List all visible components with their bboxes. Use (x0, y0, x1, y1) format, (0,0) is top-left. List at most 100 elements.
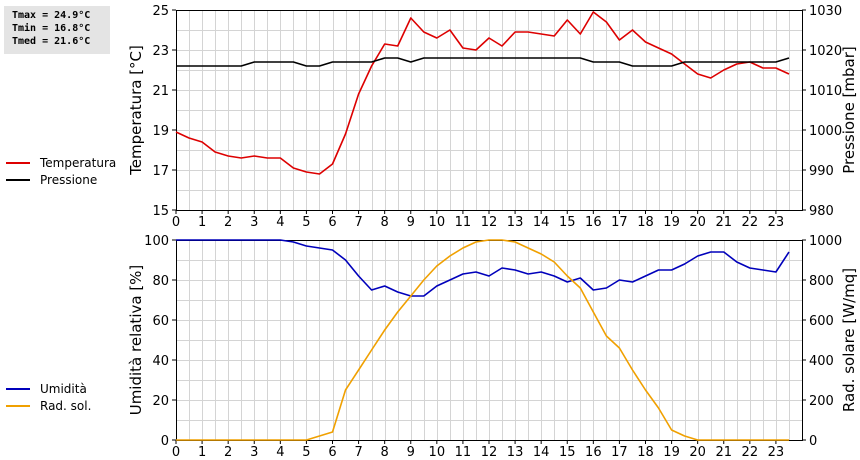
series-line-pressione (176, 57, 790, 67)
x-tick-label: 11 (455, 445, 472, 460)
y2-tick-label: 600 (809, 314, 834, 329)
y-tick-label: 15 (152, 204, 169, 219)
y2-tick-label: 1030 (809, 4, 842, 19)
x-tick-label: 11 (455, 215, 472, 230)
x-tick-label: 5 (302, 445, 310, 460)
y2-axis-title: Pressione [mbar] (840, 46, 858, 174)
x-tick-label: 18 (637, 215, 654, 230)
y-tick-label: 100 (144, 234, 169, 249)
x-tick-label: 21 (715, 215, 732, 230)
y2-tick-label: 990 (809, 164, 834, 179)
y-tick-label: 21 (152, 84, 169, 99)
y2-tick-label: 1020 (809, 44, 842, 59)
x-tick-label: 1 (198, 215, 206, 230)
y-tick-label: 60 (152, 314, 169, 329)
x-tick-label: 23 (768, 215, 785, 230)
x-tick-label: 18 (637, 445, 654, 460)
x-tick-label: 7 (354, 215, 362, 230)
y2-tick-label: 1000 (809, 124, 842, 139)
legend-label-radsol: Rad. sol. (40, 398, 92, 413)
x-tick-label: 17 (611, 215, 628, 230)
x-tick-label: 20 (689, 445, 706, 460)
x-tick-label: 0 (172, 445, 180, 460)
tmed-label: Tmed = 21.6°C (12, 36, 91, 47)
series-line-umidit (176, 239, 790, 297)
y-tick-label: 0 (161, 434, 169, 449)
x-tick-label: 12 (481, 445, 498, 460)
y-tick-label: 19 (152, 124, 169, 139)
y2-tick-label: 400 (809, 354, 834, 369)
legend-top: Temperatura Pressione (6, 154, 116, 188)
y-tick-label: 80 (152, 274, 169, 289)
legend-label-pressione: Pressione (40, 172, 98, 187)
series-line-rad-sol (176, 239, 789, 441)
x-tick-label: 5 (302, 215, 310, 230)
y2-axis-title: Rad. solare [W/mq] (840, 268, 858, 412)
stats-box: Tmax = 24.9°C Tmin = 16.8°C Tmed = 21.6°… (4, 6, 110, 54)
series-line-temperatura (175, 11, 790, 175)
x-tick-label: 0 (172, 215, 180, 230)
tmax-label: Tmax = 24.9°C (12, 10, 91, 21)
x-tick-label: 16 (585, 215, 602, 230)
x-tick-label: 3 (250, 215, 258, 230)
legend-label-temperatura: Temperatura (40, 155, 117, 170)
x-tick-label: 14 (533, 215, 550, 230)
x-tick-label: 4 (276, 445, 284, 460)
x-tick-label: 22 (742, 445, 759, 460)
x-tick-label: 10 (429, 445, 446, 460)
x-tick-label: 19 (663, 215, 680, 230)
x-tick-label: 2 (224, 445, 232, 460)
y-tick-label: 20 (152, 394, 169, 409)
x-tick-label: 20 (689, 215, 706, 230)
y-tick-label: 17 (152, 164, 169, 179)
x-tick-label: 15 (559, 215, 576, 230)
y2-tick-label: 980 (809, 204, 834, 219)
y2-tick-label: 1010 (809, 84, 842, 99)
x-tick-label: 13 (507, 215, 524, 230)
legend-item-umidita: Umidità (6, 380, 91, 397)
legend-swatch-temperatura (6, 161, 30, 164)
y2-tick-label: 0 (809, 434, 817, 449)
x-tick-label: 6 (328, 215, 336, 230)
x-tick-label: 8 (381, 445, 389, 460)
x-tick-label: 9 (407, 215, 415, 230)
x-tick-label: 2 (224, 215, 232, 230)
legend-item-radsol: Rad. sol. (6, 397, 91, 414)
x-tick-label: 12 (481, 215, 498, 230)
x-tick-label: 3 (250, 445, 258, 460)
x-tick-label: 22 (742, 215, 759, 230)
legend-bottom: Umidità Rad. sol. (6, 380, 91, 414)
y-tick-label: 23 (152, 44, 169, 59)
x-tick-label: 21 (715, 445, 732, 460)
x-tick-label: 10 (429, 215, 446, 230)
x-tick-label: 14 (533, 445, 550, 460)
legend-item-pressione: Pressione (6, 171, 116, 188)
x-tick-label: 6 (328, 445, 336, 460)
y-tick-label: 25 (152, 4, 169, 19)
y2-tick-label: 800 (809, 274, 834, 289)
x-tick-label: 17 (611, 445, 628, 460)
x-tick-label: 19 (663, 445, 680, 460)
y-tick-label: 40 (152, 354, 169, 369)
x-tick-label: 23 (768, 445, 785, 460)
y2-tick-label: 1000 (809, 234, 842, 249)
x-tick-label: 7 (354, 445, 362, 460)
x-tick-label: 16 (585, 445, 602, 460)
x-tick-label: 9 (407, 445, 415, 460)
x-tick-label: 8 (381, 215, 389, 230)
y-axis-title: Temperatura [°C] (127, 45, 145, 176)
legend-item-temperatura: Temperatura (6, 154, 116, 171)
legend-swatch-radsol (6, 404, 30, 407)
legend-swatch-pressione (6, 178, 30, 181)
y-axis-title: Umidità relativa [%] (127, 265, 145, 416)
legend-label-umidita: Umidità (40, 381, 87, 396)
tmin-label: Tmin = 16.8°C (12, 23, 91, 34)
x-tick-label: 4 (276, 215, 284, 230)
legend-swatch-umidita (6, 387, 30, 390)
x-tick-label: 15 (559, 445, 576, 460)
x-tick-label: 13 (507, 445, 524, 460)
x-tick-label: 1 (198, 445, 206, 460)
